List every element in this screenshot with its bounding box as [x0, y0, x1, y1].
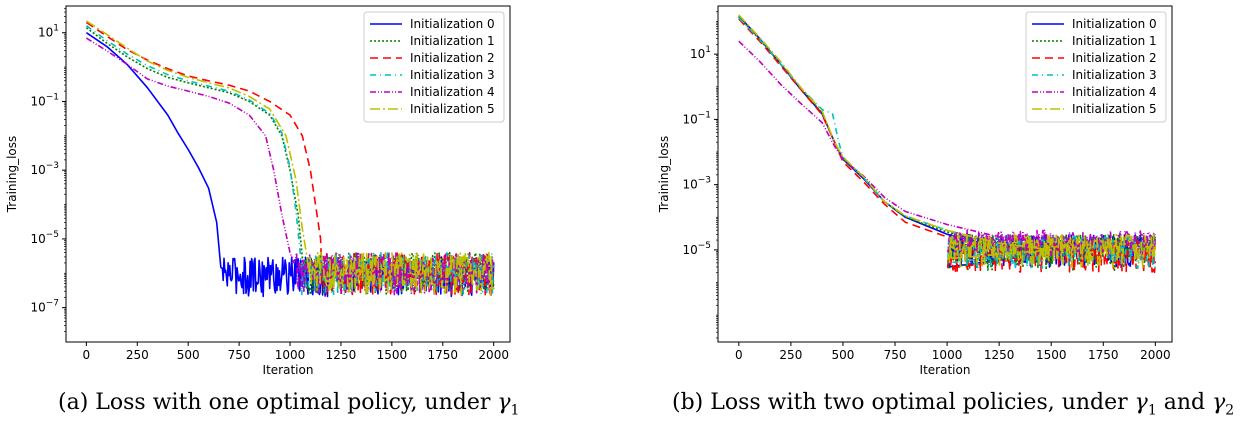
legend-box: [363, 11, 505, 123]
caption-a-gamma: γ: [497, 390, 511, 415]
x-tick-label: 750: [884, 348, 907, 362]
caption-b-subscript-2: 2: [1225, 402, 1235, 419]
legend-label-3: Initialization 3: [410, 68, 495, 82]
caption-a-subscript: 1: [510, 402, 520, 419]
x-tick-label: 0: [735, 348, 743, 362]
axes-frame: [717, 5, 1173, 343]
x-tick-label: 1000: [932, 348, 963, 362]
legend: Initialization 0 Initialization 1 Initiali…: [363, 11, 505, 123]
y-tick-label: 101: [690, 45, 711, 61]
x-tick-label: 2000: [478, 348, 509, 362]
legend-label-2: Initialization 2: [1072, 51, 1157, 65]
y-tick-label: 101: [38, 24, 59, 40]
legend-label-4: Initialization 4: [410, 85, 495, 99]
y-tick-label: 10−5: [682, 241, 711, 257]
caption-b-and: and: [1156, 390, 1213, 415]
caption-a: (a) Loss with one optimal policy, under …: [58, 390, 519, 418]
plot-area: [738, 14, 1157, 274]
legend-label-5: Initialization 5: [410, 102, 495, 116]
x-tick-label: 500: [832, 348, 855, 362]
series-line-4: [85, 37, 495, 296]
x-tick-label: 750: [228, 348, 251, 362]
legend-label-1: Initialization 1: [410, 34, 495, 48]
y-axis-label: Training_loss: [657, 136, 671, 214]
series-line-5: [85, 20, 495, 296]
legend-label-3: Initialization 3: [1072, 68, 1157, 82]
x-tick-label: 500: [177, 348, 200, 362]
x-tick-label: 2000: [1140, 348, 1171, 362]
y-axis-label: Training_loss: [5, 136, 19, 214]
legend-label-2: Initialization 2: [410, 51, 495, 65]
y-tick-label: 10−1: [682, 110, 711, 126]
series-line-5: [738, 14, 1157, 269]
y-tick-label: 10−7: [30, 299, 59, 315]
chart-a: 0 250 500 750 1000 1250 1500 1750 2000 101 10−1 10−…: [5, 5, 511, 377]
legend-label-0: Initialization 0: [1072, 17, 1157, 31]
x-tick-label: 1000: [275, 348, 306, 362]
legend-label-0: Initialization 0: [410, 17, 495, 31]
caption-b-gamma-2: γ: [1212, 390, 1226, 415]
legend: Initialization 0 Initialization 1 Initiali…: [1025, 11, 1167, 123]
caption-a-text: (a) Loss with one optimal policy, under: [58, 390, 498, 415]
y-tick-label: 10−1: [30, 92, 59, 108]
legend-label-4: Initialization 4: [1072, 85, 1157, 99]
x-tick-label: 250: [126, 348, 149, 362]
caption-b-text: (b) Loss with two optimal policies, unde…: [672, 390, 1135, 415]
plot-area: [85, 20, 495, 298]
legend-label-5: Initialization 5: [1072, 102, 1157, 116]
y-tick-label: 10−3: [682, 176, 711, 192]
series-line-4: [738, 40, 1157, 259]
x-tick-label: 1250: [984, 348, 1015, 362]
y-tick-label: 10−5: [30, 230, 59, 246]
x-tick-label: 1250: [326, 348, 357, 362]
y-tick-label: 10−3: [30, 161, 59, 177]
axes-frame: [65, 5, 511, 343]
x-tick-label: 1500: [1036, 348, 1067, 362]
series-line-3: [85, 25, 495, 296]
caption-b-subscript-1: 1: [1147, 402, 1157, 419]
legend-label-1: Initialization 1: [1072, 34, 1157, 48]
x-tick-label: 0: [83, 348, 91, 362]
x-axis-label: Iteration: [920, 363, 971, 377]
chart-b: 0 250 500 750 1000 1250 1500 1750 2000 101 10−1 10−…: [657, 5, 1173, 377]
caption-b-gamma-1: γ: [1134, 390, 1148, 415]
legend-box: [1025, 11, 1167, 123]
x-tick-label: 1750: [428, 348, 459, 362]
x-axis-label: Iteration: [263, 363, 314, 377]
figure: 0 250 500 750 1000 1250 1500 1750 2000 101 10−1 10−…: [5, 5, 1173, 377]
x-tick-label: 250: [779, 348, 802, 362]
caption-b: (b) Loss with two optimal policies, unde…: [672, 390, 1234, 418]
x-tick-label: 1750: [1088, 348, 1119, 362]
x-tick-label: 1500: [377, 348, 408, 362]
